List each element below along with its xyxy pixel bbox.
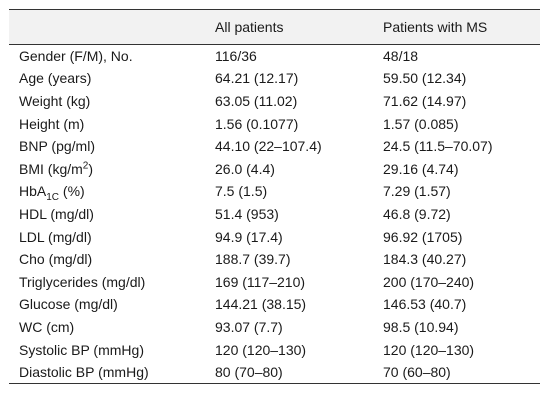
cell-patients-with-ms: 70 (60–80) bbox=[373, 360, 540, 384]
table-header: All patients Patients with MS bbox=[9, 9, 540, 45]
table-row: BMI (kg/m2) 26.0 (4.4) 29.16 (4.74) bbox=[9, 157, 540, 180]
cell-patients-with-ms: 29.16 (4.74) bbox=[383, 160, 459, 177]
header-patients-with-ms: Patients with MS bbox=[373, 9, 540, 45]
cell-all-patients: 51.4 (953) bbox=[215, 205, 279, 222]
cell-patients-with-ms: 7.29 (1.57) bbox=[383, 183, 451, 200]
row-label: HDL (mg/dl) bbox=[19, 205, 94, 222]
cell-all-patients: 188.7 (39.7) bbox=[215, 251, 291, 268]
header-row: All patients Patients with MS bbox=[9, 9, 540, 45]
table-row: Systolic BP (mmHg) 120 (120–130) 120 (12… bbox=[9, 338, 540, 361]
row-label: Systolic BP (mmHg) bbox=[19, 341, 144, 358]
table-row: Height (m) 1.56 (0.1077) 1.57 (0.085) bbox=[9, 112, 540, 135]
cell-all-patients: 93.07 (7.7) bbox=[215, 318, 283, 335]
row-label: Age (years) bbox=[19, 70, 92, 87]
row-label: BMI (kg/m2) bbox=[9, 157, 205, 180]
cell-patients-with-ms: 71.62 (14.97) bbox=[383, 92, 467, 109]
cell-all-patients: 64.21 (12.17) bbox=[215, 70, 299, 87]
header-all-patients: All patients bbox=[205, 9, 373, 45]
cell-all-patients: 94.9 (17.4) bbox=[215, 228, 283, 245]
table-row: Weight (kg) 63.05 (11.02) 71.62 (14.97) bbox=[9, 90, 540, 113]
table-row: Gender (F/M), No. 116/36 48/18 bbox=[9, 45, 540, 68]
cell-all-patients: 63.05 (11.02) bbox=[215, 92, 298, 109]
row-label: Weight (kg) bbox=[19, 92, 91, 109]
cell-patients-with-ms: 1.57 (0.085) bbox=[383, 115, 459, 132]
table-row: Glucose (mg/dl) 144.21 (38.15) 146.53 (4… bbox=[9, 293, 540, 316]
cell-all-patients: 26.0 (4.4) bbox=[215, 160, 275, 177]
header-variable bbox=[9, 9, 205, 45]
cell-patients-with-ms: 24.5 (11.5–70.07) bbox=[383, 138, 493, 155]
row-label: BNP (pg/ml) bbox=[19, 138, 95, 155]
table-row: Age (years) 64.21 (12.17) 59.50 (12.34) bbox=[9, 67, 540, 90]
table-row: HDL (mg/dl) 51.4 (953) 46.8 (9.72) bbox=[9, 203, 540, 226]
row-label: Height (m) bbox=[19, 115, 85, 132]
cell-all-patients: 1.56 (0.1077) bbox=[215, 115, 299, 132]
table-row: WC (cm) 93.07 (7.7) 98.5 (10.94) bbox=[9, 316, 540, 339]
cell-patients-with-ms: 96.92 (1705) bbox=[383, 228, 463, 245]
table-row: HbA1C (%) 7.5 (1.5) 7.29 (1.57) bbox=[9, 180, 540, 204]
table-row: Triglycerides (mg/dl) 169 (117–210) 200 … bbox=[9, 270, 540, 293]
cell-patients-with-ms: 184.3 (40.27) bbox=[383, 251, 467, 268]
cell-patients-with-ms: 146.53 (40.7) bbox=[383, 296, 467, 313]
cell-patients-with-ms: 46.8 (9.72) bbox=[383, 205, 451, 222]
cell-patients-with-ms: 120 (120–130) bbox=[383, 341, 475, 358]
cell-all-patients: 7.5 (1.5) bbox=[215, 183, 268, 200]
row-label: LDL (mg/dl) bbox=[19, 228, 92, 245]
row-label: Gender (F/M), No. bbox=[19, 48, 133, 65]
table-row: Diastolic BP (mmHg) 80 (70–80) 70 (60–80… bbox=[9, 360, 540, 384]
row-label-main: HbA bbox=[19, 183, 47, 200]
cell-patients-with-ms: 59.50 (12.34) bbox=[383, 70, 467, 87]
row-label-superscript: 2 bbox=[82, 160, 89, 172]
cell-patients-with-ms: 98.5 (10.94) bbox=[383, 318, 459, 335]
cell-all-patients: 44.10 (22–107.4) bbox=[215, 138, 322, 155]
cell-all-patients: 144.21 (38.15) bbox=[215, 296, 307, 313]
row-label: Glucose (mg/dl) bbox=[19, 296, 118, 313]
row-label: WC (cm) bbox=[19, 318, 75, 335]
cell-all-patients: 116/36 bbox=[215, 48, 257, 65]
row-label: HbA1C (%) bbox=[9, 180, 205, 204]
row-label-suffix: ) bbox=[88, 160, 94, 177]
row-label-subscript: 1C bbox=[46, 192, 60, 204]
characteristics-table: All patients Patients with MS Gender (F/… bbox=[9, 9, 540, 384]
cell-patients-with-ms: 48/18 bbox=[383, 48, 419, 65]
row-label: Diastolic BP (mmHg) bbox=[9, 360, 205, 384]
row-label-suffix: (%) bbox=[59, 183, 85, 200]
row-label: Cho (mg/dl) bbox=[19, 251, 93, 268]
table-body: Gender (F/M), No. 116/36 48/18 Age (year… bbox=[9, 45, 540, 384]
table-row: Cho (mg/dl) 188.7 (39.7) 184.3 (40.27) bbox=[9, 248, 540, 271]
table-row: BNP (pg/ml) 44.10 (22–107.4) 24.5 (11.5–… bbox=[9, 135, 540, 158]
row-label-main: BMI (kg/m bbox=[19, 160, 83, 177]
row-label: Triglycerides (mg/dl) bbox=[19, 273, 146, 290]
cell-patients-with-ms: 200 (170–240) bbox=[383, 273, 475, 290]
table-row: LDL (mg/dl) 94.9 (17.4) 96.92 (1705) bbox=[9, 225, 540, 248]
characteristics-table-container: All patients Patients with MS Gender (F/… bbox=[9, 9, 540, 384]
cell-all-patients: 120 (120–130) bbox=[215, 341, 307, 358]
cell-all-patients: 80 (70–80) bbox=[205, 360, 373, 384]
cell-all-patients: 169 (117–210) bbox=[215, 273, 306, 290]
